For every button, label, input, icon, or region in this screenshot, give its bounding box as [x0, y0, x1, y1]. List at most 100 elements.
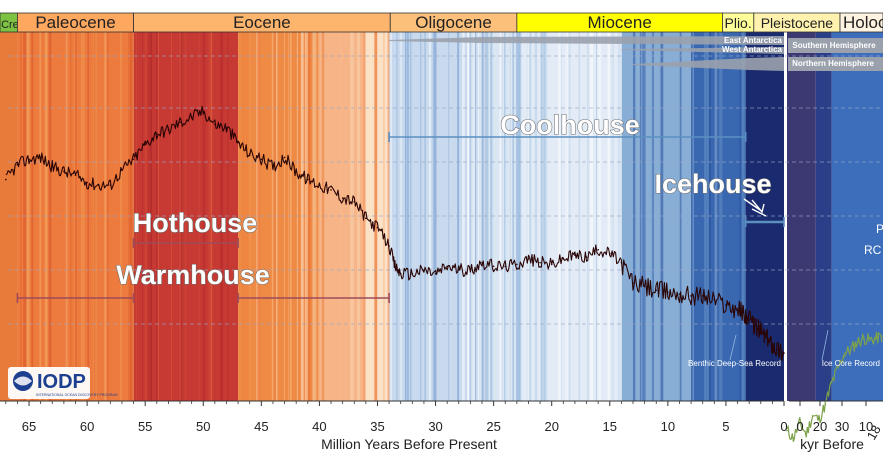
background-stripe — [275, 32, 278, 401]
x-axis-title-right: kyr Before — [800, 436, 864, 452]
benthic-point — [736, 307, 739, 310]
benthic-point — [725, 304, 727, 306]
east-antarctica-bar — [389, 36, 784, 45]
x-tick-label: 50 — [196, 419, 210, 434]
benthic-point — [423, 269, 425, 271]
ice-core-point — [805, 433, 807, 436]
background-stripe — [312, 32, 314, 401]
benthic-point — [16, 164, 19, 166]
background-stripe — [706, 32, 709, 401]
background-stripe — [104, 32, 107, 401]
background-stripe — [48, 32, 52, 401]
background-stripe — [499, 32, 502, 401]
west-antarctica-label: West Antarctica — [722, 45, 783, 54]
background-stripe — [144, 32, 147, 401]
ice-core-point — [786, 429, 788, 432]
benthic-label-leader — [729, 334, 737, 361]
icehouse-arrow-icon — [743, 198, 767, 217]
background-stripe — [596, 32, 597, 401]
background-stripe — [382, 32, 385, 401]
southern-hemisphere-label: Southern Hemisphere — [792, 41, 876, 50]
background-stripe — [407, 32, 409, 401]
background-stripe — [220, 32, 224, 401]
background-stripe — [87, 32, 90, 401]
background-stripe — [389, 32, 392, 401]
icehouse-label: Icehouse — [654, 169, 771, 199]
background-stripe — [739, 32, 741, 401]
background-stripe — [642, 32, 644, 401]
x-tick-label: 35 — [370, 419, 384, 434]
benthic-point — [608, 252, 611, 255]
benthic-point — [5, 178, 7, 181]
background-stripe — [431, 32, 435, 401]
background-stripe — [511, 32, 515, 401]
background-stripe — [467, 32, 470, 401]
background-stripe — [592, 32, 595, 401]
benthic-point — [109, 184, 112, 186]
benthic-point — [237, 141, 239, 144]
gridlines — [8, 55, 883, 325]
benthic-point — [765, 337, 768, 340]
background-stripe — [128, 32, 130, 401]
ice-core-point — [837, 366, 839, 369]
epoch-label: Pleistocene — [761, 15, 834, 31]
background-stripe — [526, 32, 529, 401]
benthic-point — [121, 169, 123, 172]
ice-sheet-bars — [389, 36, 883, 71]
benthic-point — [550, 263, 553, 266]
background-stripe — [424, 32, 426, 401]
background-stripe — [476, 32, 479, 401]
benthic-point — [190, 116, 193, 118]
background-stripe — [530, 32, 532, 401]
background-stripe — [541, 32, 545, 401]
benthic-point — [225, 127, 228, 129]
benthic-point — [539, 261, 541, 264]
coolhouse-label: Coolhouse — [500, 110, 640, 140]
benthic-point — [620, 261, 623, 264]
background-stripe — [741, 32, 745, 401]
ice-core-point — [831, 381, 833, 384]
benthic-point — [28, 158, 30, 161]
epoch-bar: Cret. Paleocene Eocene Oligocene Miocene Plio… — [0, 12, 883, 33]
background-stripe — [484, 32, 487, 401]
background-stripe — [26, 32, 30, 401]
background-stripe — [304, 32, 306, 401]
benthic-point — [202, 110, 205, 113]
benthic-point — [777, 348, 779, 351]
ice-core-point — [875, 337, 878, 340]
benthic-point — [446, 265, 448, 268]
ice-core-point — [869, 339, 871, 341]
background-stripe — [410, 32, 412, 401]
data-series — [5, 105, 883, 442]
background-stripe — [684, 32, 686, 401]
background-stripe — [374, 32, 375, 401]
background-stripe — [652, 32, 654, 401]
benthic-point — [388, 245, 390, 247]
background-stripe — [739, 32, 741, 401]
x-tick-label-clipped: 18 — [864, 422, 883, 442]
epoch-label: Paleocene — [35, 13, 115, 32]
benthic-point — [742, 311, 745, 314]
x-tick-label: 20 — [544, 419, 558, 434]
background-stripe — [134, 32, 138, 401]
ice-core-point — [811, 414, 814, 417]
background-stripe — [607, 32, 610, 401]
background-stripe — [691, 32, 693, 401]
ice-core-point — [863, 337, 865, 340]
benthic-point — [330, 189, 332, 191]
background-stripe — [65, 32, 68, 401]
x-tick-label: 60 — [80, 419, 94, 434]
background-stripe — [643, 32, 645, 401]
background-stripe — [95, 32, 97, 401]
x-tick-label: 45 — [254, 419, 268, 434]
wave-icon — [14, 376, 32, 386]
benthic-point — [562, 258, 565, 260]
background-stripe — [208, 32, 211, 401]
background-stripe — [82, 32, 85, 401]
background-band-kyr — [815, 32, 832, 401]
ice-core-point — [799, 422, 801, 424]
background-stripe — [719, 32, 723, 401]
warmhouse-label: Warmhouse — [116, 260, 270, 290]
